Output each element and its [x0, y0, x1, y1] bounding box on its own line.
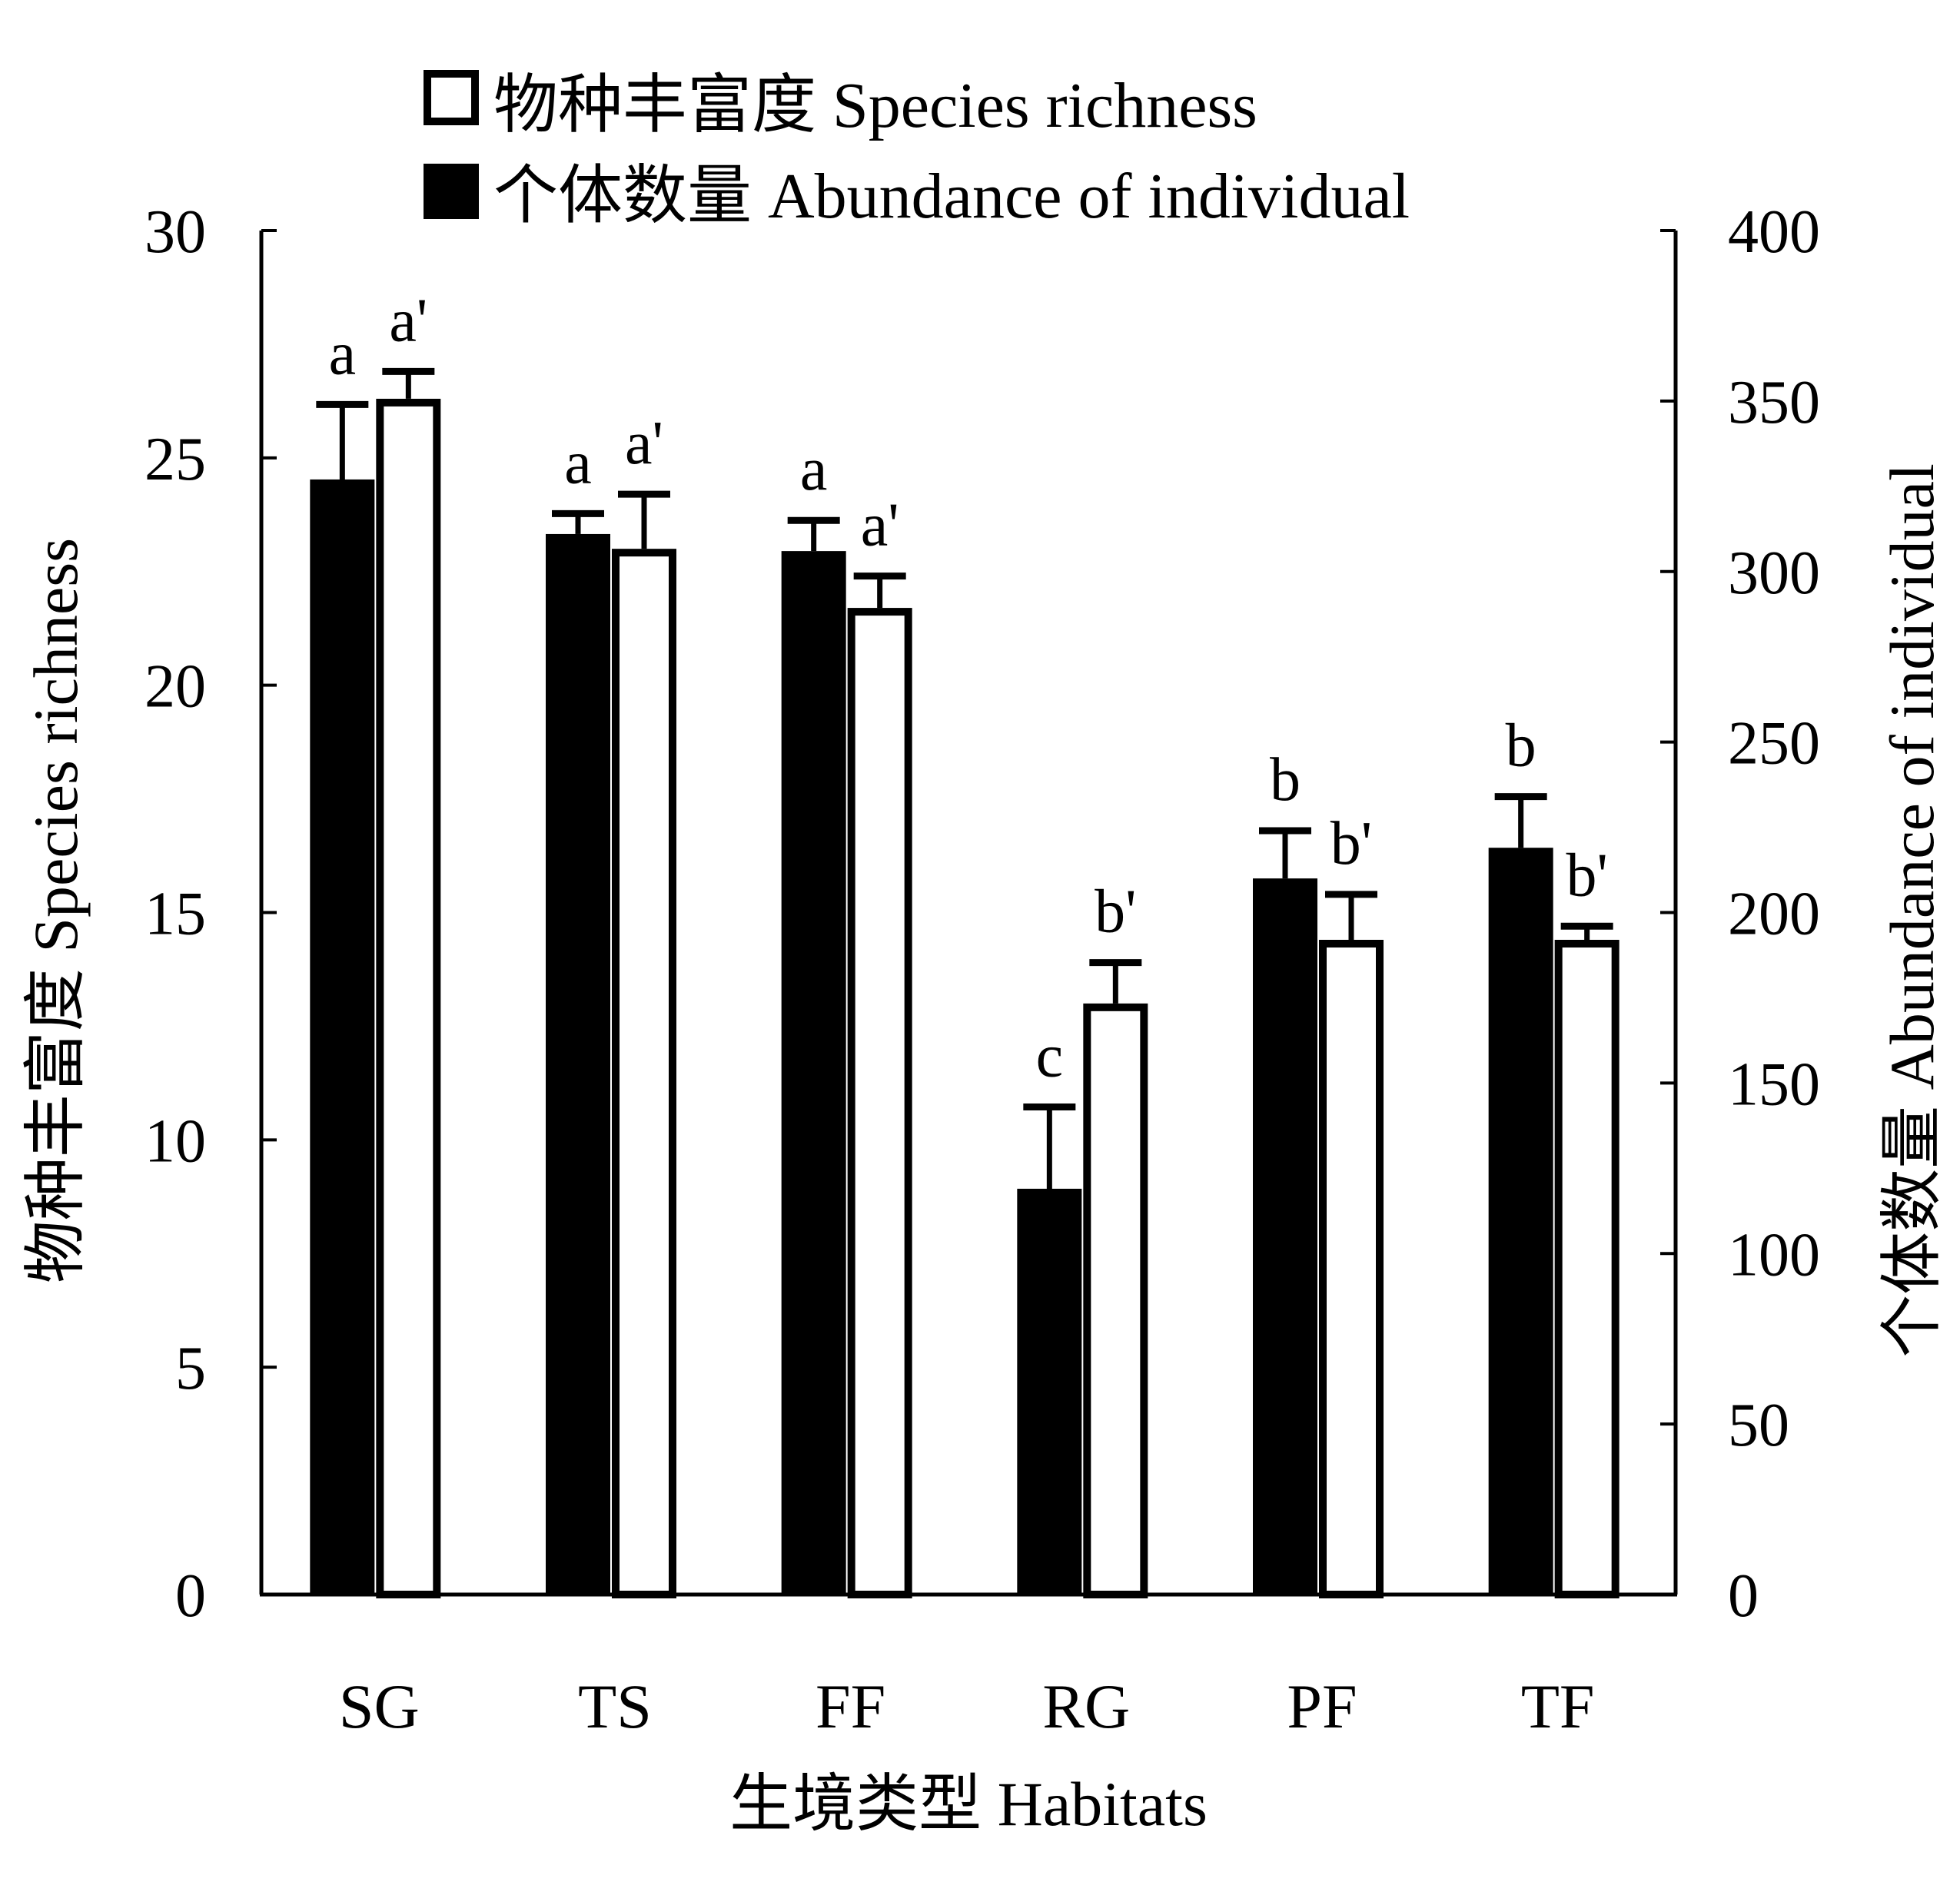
category-label: FF: [816, 1671, 885, 1741]
category-label: SG: [339, 1671, 420, 1741]
legend-label-abundance: 个体数量 Abundance of individual: [493, 161, 1410, 232]
left-tick-label: 0: [175, 1562, 206, 1630]
left-tick-label: 10: [145, 1107, 206, 1175]
right-tick-label: 0: [1728, 1562, 1759, 1630]
bar-species-richness: [1083, 1003, 1148, 1599]
right-tick-label: 50: [1728, 1392, 1789, 1459]
bar-species-richness: [1319, 940, 1384, 1598]
legend-swatch-species-richness: [424, 70, 479, 125]
category-label: PF: [1287, 1671, 1357, 1741]
bar-species-richness: [1554, 940, 1619, 1598]
significance-letter: b': [1095, 878, 1136, 946]
significance-letter: a: [800, 436, 828, 503]
significance-letter: b: [1506, 712, 1536, 780]
axes-layer: [259, 231, 1678, 1597]
left-tick-label: 20: [145, 653, 206, 721]
bar-abundance: [1017, 1188, 1082, 1595]
legend-swatch-abundance: [424, 164, 479, 219]
significance-letter: a': [389, 287, 427, 354]
significance-letter: a': [861, 492, 899, 559]
legend: 物种丰富度 Species richness 个体数量 Abundance of…: [424, 70, 1410, 232]
bar-abundance: [1488, 848, 1553, 1595]
bar-species-richness: [847, 608, 912, 1598]
bar-species-richness: [612, 549, 676, 1599]
right-tick-label: 100: [1728, 1221, 1820, 1289]
significance-letter: a: [329, 320, 357, 387]
bar-abundance: [781, 551, 846, 1595]
right-y-axis-label: 个体数量 Abundance of individual: [1877, 463, 1947, 1358]
bars-layer: a a a c b b a' a' a' b' b' b': [310, 287, 1619, 1599]
significance-letter: b': [1566, 841, 1607, 909]
left-tick-label: 5: [175, 1335, 206, 1402]
legend-label-species-richness: 物种丰富度 Species richness: [493, 70, 1257, 141]
right-tick-label: 150: [1728, 1050, 1820, 1118]
bar-species-richness: [376, 398, 441, 1599]
significance-letter: a': [625, 410, 663, 477]
bar-abundance: [1253, 878, 1317, 1595]
left-y-axis-label: 物种丰富度 Species richness: [21, 538, 91, 1283]
right-tick-label: 300: [1728, 539, 1820, 607]
left-tick-label: 15: [145, 881, 206, 948]
right-tick-label: 250: [1728, 710, 1820, 778]
category-label: TF: [1521, 1671, 1595, 1741]
right-tick-label: 350: [1728, 369, 1820, 436]
category-label: TS: [578, 1671, 652, 1741]
significance-letter: b: [1270, 746, 1301, 814]
left-tick-label: 25: [145, 426, 206, 493]
labels-layer: 生境类型 Habitats 物种丰富度 Species richness 个体数…: [21, 463, 1947, 1839]
significance-letter: a: [564, 429, 592, 496]
category-label: RG: [1042, 1671, 1130, 1741]
significance-letter: c: [1036, 1022, 1064, 1090]
bar-abundance: [310, 479, 375, 1595]
significance-letter: b': [1330, 810, 1372, 878]
right-tick-label: 400: [1728, 198, 1820, 266]
x-axis-label: 生境类型 Habitats: [729, 1769, 1208, 1839]
right-tick-label: 200: [1728, 881, 1820, 948]
left-tick-label: 30: [145, 198, 206, 266]
bar-abundance: [546, 533, 610, 1595]
